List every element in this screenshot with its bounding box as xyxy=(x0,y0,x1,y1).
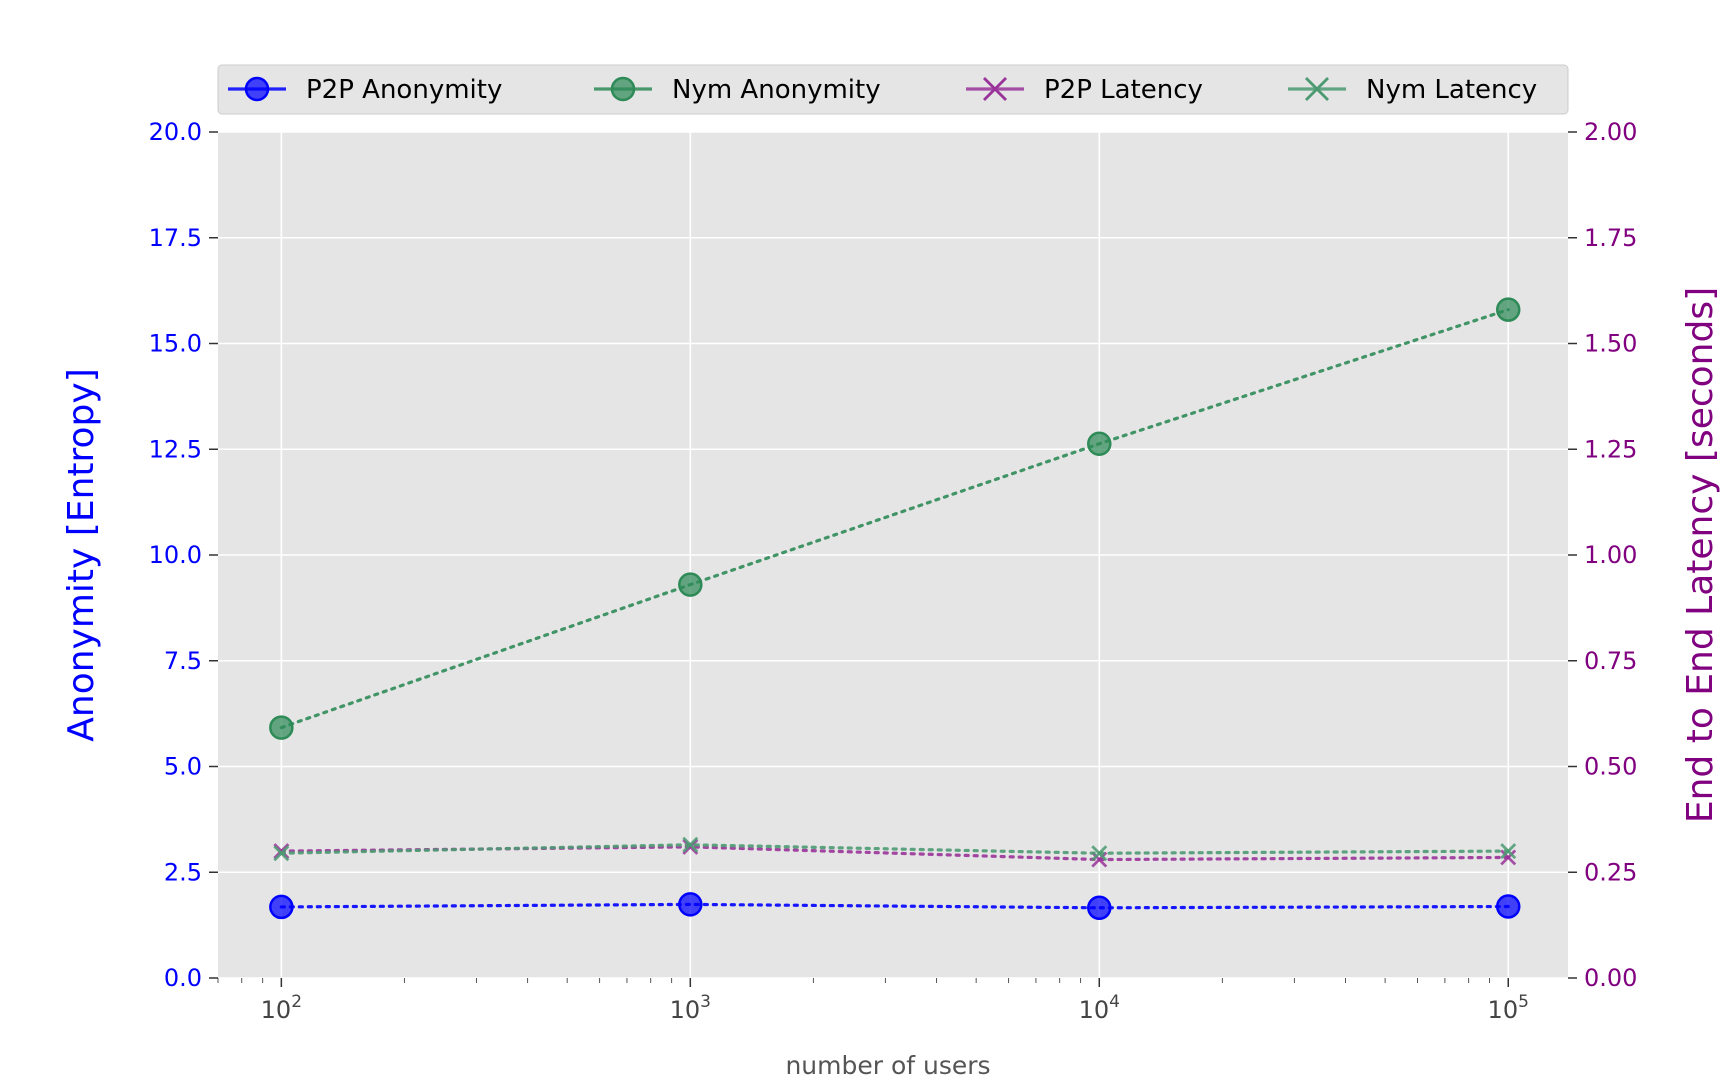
data-point xyxy=(269,894,294,920)
x-tick-label: 104 xyxy=(1079,992,1120,1024)
legend-label: P2P Anonymity xyxy=(306,75,502,105)
y-right-tick-label: 1.00 xyxy=(1584,541,1637,569)
series-line xyxy=(279,845,1510,862)
data-point xyxy=(1087,895,1112,921)
x-tick-base: 10 xyxy=(670,996,701,1024)
x-tick-base: 10 xyxy=(1079,996,1110,1024)
data-point xyxy=(682,836,699,853)
data-point xyxy=(1495,894,1521,919)
marker-stroke xyxy=(1500,849,1517,866)
x-tick-exponent: 3 xyxy=(700,992,711,1012)
data-point xyxy=(1087,431,1112,457)
legend-item: Nym Anonymity xyxy=(594,75,881,105)
data-point xyxy=(273,843,290,860)
y-left-tick-label: 2.5 xyxy=(164,858,202,886)
marker-stroke xyxy=(1500,843,1517,860)
series-p2p-anonymity xyxy=(269,892,1521,921)
x-tick-exponent: 2 xyxy=(291,992,302,1012)
x-tick-label: 105 xyxy=(1488,992,1529,1024)
legend-item: P2P Anonymity xyxy=(228,75,502,105)
left-axis: 0.0 2.5 5.0 7.5 10.0 12.5 15.0 17.5 20.0 xyxy=(149,118,218,992)
x-tick-base: 10 xyxy=(261,996,292,1024)
y-left-tick-label: 10.0 xyxy=(149,541,202,569)
x-tick-label: 103 xyxy=(670,992,711,1024)
y-left-tick-label: 15.0 xyxy=(149,330,202,358)
y-left-tick-label: 5.0 xyxy=(164,753,202,781)
y-right-tick-label: 1.50 xyxy=(1584,330,1637,358)
y-right-tick-label: 0.00 xyxy=(1584,964,1637,992)
series-nym-latency xyxy=(273,836,1517,862)
marker-stroke xyxy=(682,838,699,855)
data-point xyxy=(269,715,294,740)
legend-marker xyxy=(610,76,636,102)
right-axis: 0.00 0.25 0.50 0.75 1.00 1.25 1.50 1.75 2.00 xyxy=(1568,118,1637,992)
grid xyxy=(218,131,1568,979)
legend-label: P2P Latency xyxy=(1044,75,1203,105)
y-left-tick-label: 12.5 xyxy=(149,435,202,463)
legend-marker xyxy=(983,77,1007,101)
data-point xyxy=(1500,843,1517,860)
y-right-axis-title: End to End Latency [seconds] xyxy=(1680,287,1721,823)
series-line xyxy=(279,902,1510,910)
series-nym-anonymity xyxy=(269,297,1521,740)
x-tick-base: 10 xyxy=(1488,996,1519,1024)
data-point xyxy=(1500,849,1517,866)
x-minor-ticks xyxy=(217,978,1491,983)
data-point xyxy=(1091,845,1108,862)
marker-stroke xyxy=(1091,845,1108,862)
data-point xyxy=(273,845,290,862)
legend: P2P Anonymity Nym Anonymity P2P Latency Nym… xyxy=(217,64,1569,115)
series-p2p-latency xyxy=(273,838,1517,868)
y-right-tick-label: 1.75 xyxy=(1584,224,1637,252)
data-point xyxy=(682,838,699,855)
x-tick-exponent: 5 xyxy=(1518,992,1529,1012)
data-point xyxy=(678,572,703,597)
marker-stroke xyxy=(273,845,290,862)
series-line xyxy=(279,843,1510,855)
legend-item: P2P Latency xyxy=(966,75,1203,105)
y-left-tick-label: 17.5 xyxy=(149,224,202,252)
y-right-tick-label: 1.25 xyxy=(1584,435,1637,463)
y-right-tick-label: 0.50 xyxy=(1584,753,1637,781)
x-tick-label: 102 xyxy=(261,992,302,1024)
y-left-tick-label: 20.0 xyxy=(149,118,202,146)
x-axis: 102 103 104 105 xyxy=(261,978,1529,1024)
x-tick-exponent: 4 xyxy=(1109,992,1120,1012)
legend-label: Nym Anonymity xyxy=(672,75,881,105)
legend-label: Nym Latency xyxy=(1366,75,1537,105)
legend-item: Nym Latency xyxy=(1288,75,1537,105)
legend-marker xyxy=(1305,77,1329,101)
y-left-tick-label: 7.5 xyxy=(164,647,202,675)
y-right-tick-label: 0.25 xyxy=(1584,858,1637,886)
data-point xyxy=(1495,297,1521,322)
y-left-tick-label: 0.0 xyxy=(164,964,202,992)
x-axis-title: number of users xyxy=(785,1051,990,1080)
legend-box xyxy=(217,64,1569,115)
y-left-axis-title: Anonymity [Entropy] xyxy=(61,368,102,741)
y-right-tick-label: 2.00 xyxy=(1584,118,1637,146)
legend-marker xyxy=(244,76,270,102)
data-point xyxy=(1091,851,1108,868)
y-right-tick-label: 0.75 xyxy=(1584,647,1637,675)
marker-stroke xyxy=(273,843,290,860)
marker-stroke xyxy=(682,836,699,853)
series-layer xyxy=(269,297,1521,921)
data-point xyxy=(678,892,703,917)
series-line xyxy=(279,308,1510,730)
marker-stroke xyxy=(1091,851,1108,868)
